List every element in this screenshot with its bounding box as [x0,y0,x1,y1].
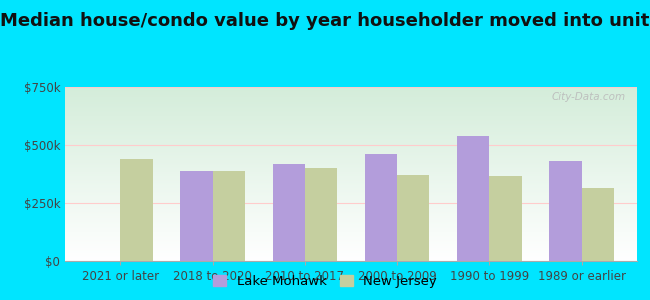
Legend: Lake Mohawk, New Jersey: Lake Mohawk, New Jersey [207,270,443,293]
Text: Median house/condo value by year householder moved into unit: Median house/condo value by year househo… [0,12,650,30]
Bar [457,136,489,261]
Bar [582,188,614,261]
Bar [489,176,522,261]
Bar [272,164,305,261]
Text: City-Data.com: City-Data.com [551,92,625,102]
Bar [365,154,397,261]
Bar [549,161,582,261]
Bar [213,170,245,261]
Bar [397,175,430,261]
Bar [180,170,213,261]
Bar [305,168,337,261]
Bar [120,159,153,261]
